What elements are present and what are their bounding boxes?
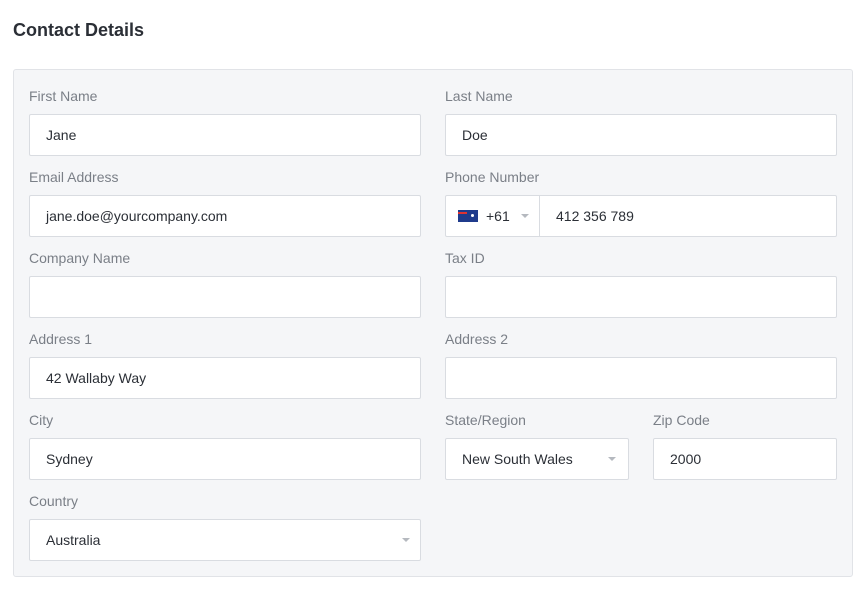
phone-country-select[interactable]: +61	[445, 195, 540, 237]
email-input[interactable]: jane.doe@yourcompany.com	[29, 195, 421, 237]
australia-flag-icon	[458, 210, 478, 223]
first-name-label: First Name	[29, 88, 98, 104]
chevron-down-icon	[521, 214, 529, 218]
address1-input[interactable]: 42 Wallaby Way	[29, 357, 421, 399]
country-label: Country	[29, 493, 79, 509]
address1-label: Address 1	[29, 331, 93, 347]
chevron-down-icon	[402, 538, 410, 542]
country-select[interactable]: Australia	[29, 519, 421, 561]
first-name-input[interactable]: Jane	[29, 114, 421, 156]
email-label: Email Address	[29, 169, 119, 185]
country-value: Australia	[46, 532, 101, 548]
chevron-down-icon	[608, 457, 616, 461]
phone-input[interactable]: 412 356 789	[539, 195, 837, 237]
zip-label: Zip Code	[653, 412, 710, 428]
state-select[interactable]: New South Wales	[445, 438, 629, 480]
company-input[interactable]	[29, 276, 421, 318]
tax-id-input[interactable]	[445, 276, 837, 318]
phone-label: Phone Number	[445, 169, 540, 185]
city-input[interactable]: Sydney	[29, 438, 421, 480]
page-title: Contact Details	[13, 20, 145, 40]
address2-input[interactable]	[445, 357, 837, 399]
company-label: Company Name	[29, 250, 131, 266]
zip-input[interactable]: 2000	[653, 438, 837, 480]
state-label: State/Region	[445, 412, 526, 428]
city-label: City	[29, 412, 54, 428]
address2-label: Address 2	[445, 331, 509, 347]
tax-id-label: Tax ID	[445, 250, 485, 266]
last-name-input[interactable]: Doe	[445, 114, 837, 156]
country-code: +61	[486, 208, 510, 224]
state-value: New South Wales	[462, 451, 573, 467]
last-name-label: Last Name	[445, 88, 513, 104]
